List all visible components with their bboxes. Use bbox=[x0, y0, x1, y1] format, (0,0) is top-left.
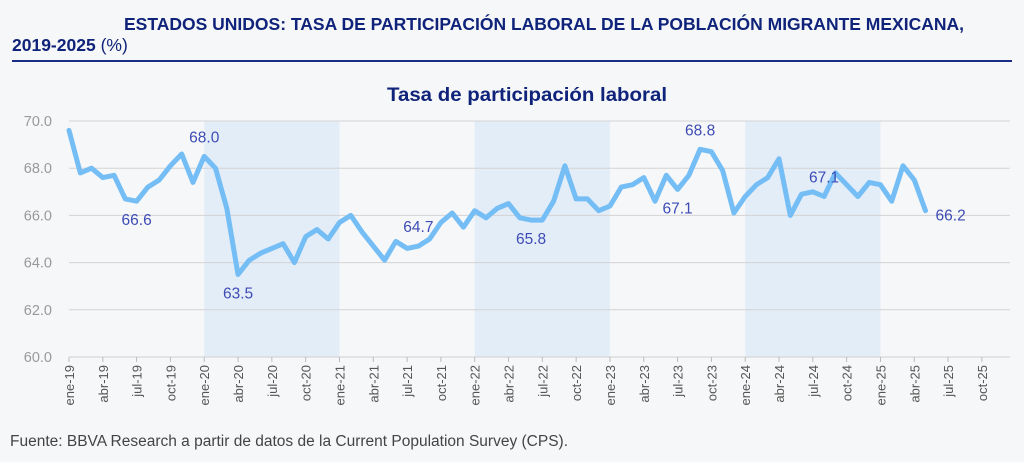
x-tick-label: ene-24 bbox=[738, 365, 753, 405]
y-tick-label: 70.0 bbox=[24, 114, 52, 130]
data-label: 63.5 bbox=[223, 285, 253, 302]
report-header: ESTADOS UNIDOS: TASA DE PARTICIPACIÓN LA… bbox=[12, 14, 1012, 62]
x-tick-label: oct-21 bbox=[434, 365, 449, 401]
x-tick-label: ene-23 bbox=[603, 365, 618, 405]
x-tick-label: jul-23 bbox=[671, 365, 686, 398]
x-tick-label: abr-19 bbox=[96, 365, 111, 403]
x-tick-label: abr-22 bbox=[502, 365, 517, 403]
y-tick-label: 68.0 bbox=[24, 161, 52, 177]
header-divider bbox=[12, 60, 1012, 62]
data-label: 65.8 bbox=[516, 231, 546, 248]
x-tick-label: abr-23 bbox=[637, 365, 652, 403]
x-tick-label: ene-22 bbox=[468, 365, 483, 405]
x-tick-label: jul-20 bbox=[265, 365, 280, 398]
data-label: 66.2 bbox=[936, 208, 966, 225]
x-tick-label: jul-24 bbox=[806, 365, 821, 398]
shaded-year-bands bbox=[204, 121, 881, 357]
x-axis: ene-19 abr-19 jul-19 oct-19 ene-20 abr-20 jul-… bbox=[62, 356, 1010, 405]
y-axis-ticks: 60.0 62.0 64.0 66.0 68.0 70.0 bbox=[24, 114, 52, 366]
x-tick-label: oct-25 bbox=[975, 365, 990, 401]
chart-title: Tasa de participación laboral bbox=[387, 85, 667, 106]
y-tick-label: 60.0 bbox=[24, 350, 52, 366]
source-note: Fuente: BBVA Research a partir de datos … bbox=[10, 433, 568, 450]
x-tick-label: oct-24 bbox=[840, 365, 855, 401]
x-tick-label: oct-23 bbox=[704, 365, 719, 401]
y-tick-label: 64.0 bbox=[24, 256, 52, 272]
x-tick-label: ene-25 bbox=[873, 365, 888, 405]
data-label: 67.1 bbox=[662, 200, 692, 217]
x-tick-label: oct-20 bbox=[299, 365, 314, 401]
x-tick-label: abr-20 bbox=[231, 365, 246, 403]
y-tick-label: 62.0 bbox=[24, 303, 52, 319]
x-tick-label: abr-21 bbox=[366, 365, 381, 403]
figure-title-text: ESTADOS UNIDOS: TASA DE PARTICIPACIÓN LA… bbox=[12, 14, 965, 55]
x-tick-label: ene-20 bbox=[197, 365, 212, 405]
y-tick-label: 66.0 bbox=[24, 208, 52, 224]
data-label: 67.1 bbox=[809, 170, 839, 187]
data-label: 68.0 bbox=[189, 129, 220, 146]
x-tick-label: oct-19 bbox=[163, 365, 178, 401]
x-tick-label: abr-24 bbox=[772, 365, 787, 403]
x-tick-label: ene-19 bbox=[62, 365, 77, 405]
data-label: 68.8 bbox=[685, 122, 715, 139]
data-label: 66.6 bbox=[122, 212, 152, 229]
figure-title: ESTADOS UNIDOS: TASA DE PARTICIPACIÓN LA… bbox=[12, 14, 1012, 56]
x-tick-label: jul-21 bbox=[400, 365, 415, 398]
shaded-band-2020 bbox=[204, 121, 340, 357]
x-tick-label: abr-25 bbox=[907, 365, 922, 403]
x-tick-label: jul-25 bbox=[941, 365, 956, 398]
x-tick-label: oct-22 bbox=[569, 365, 584, 401]
x-tick-label: jul-22 bbox=[535, 365, 550, 398]
shaded-band-2024 bbox=[745, 121, 881, 357]
x-tick-label: jul-19 bbox=[130, 365, 145, 398]
series-line-participation-rate bbox=[66, 127, 928, 277]
figure-title-unit: (%) bbox=[100, 35, 128, 55]
data-label: 64.7 bbox=[403, 219, 433, 236]
data-labels: 66.6 68.0 63.5 64.7 65.8 67.1 68.8 67.1 66.2 bbox=[122, 122, 966, 302]
shaded-band-2022 bbox=[474, 121, 610, 357]
x-tick-label: ene-21 bbox=[332, 365, 347, 405]
